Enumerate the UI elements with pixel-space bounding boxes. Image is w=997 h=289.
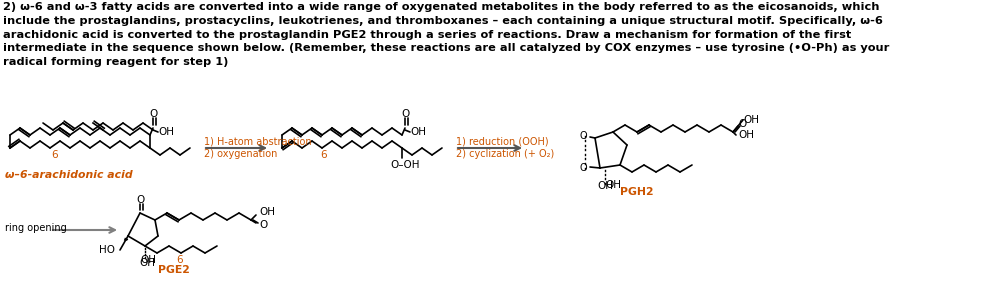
Text: O: O <box>579 131 587 141</box>
Text: arachidonic acid is converted to the prostaglandin PGE2 through a series of reac: arachidonic acid is converted to the pro… <box>3 29 851 40</box>
Text: OH: OH <box>605 180 621 190</box>
Text: 6: 6 <box>52 150 58 160</box>
Text: OH: OH <box>140 255 156 265</box>
Text: 1) reduction (OOH): 1) reduction (OOH) <box>456 136 548 146</box>
Text: 2) cyclization (+ O₂): 2) cyclization (+ O₂) <box>456 149 554 159</box>
Text: ω–6-arachidonic acid: ω–6-arachidonic acid <box>5 170 133 180</box>
Text: OH: OH <box>738 130 754 140</box>
Text: OH: OH <box>259 207 275 217</box>
Text: radical forming reagent for step 1): radical forming reagent for step 1) <box>3 57 228 67</box>
Text: O: O <box>579 163 587 173</box>
Text: 6: 6 <box>176 255 183 265</box>
Text: 6: 6 <box>321 150 327 160</box>
Text: OH: OH <box>139 258 155 268</box>
Text: OH: OH <box>158 127 174 137</box>
Text: ring opening: ring opening <box>5 223 67 233</box>
Text: O: O <box>259 220 267 230</box>
Text: PGE2: PGE2 <box>158 265 189 275</box>
Text: O: O <box>738 119 746 129</box>
Text: intermediate in the sequence shown below. (Remember, these reactions are all cat: intermediate in the sequence shown below… <box>3 43 889 53</box>
Text: HO: HO <box>99 245 115 255</box>
Text: O: O <box>149 109 158 119</box>
Text: O: O <box>401 109 409 119</box>
Text: OH: OH <box>410 127 426 137</box>
Text: include the prostaglandins, prostacyclins, leukotrienes, and thromboxanes – each: include the prostaglandins, prostacyclin… <box>3 16 883 26</box>
Text: 1) H-atom abstraction: 1) H-atom abstraction <box>204 136 312 146</box>
Text: 2) ω-6 and ω-3 fatty acids are converted into a wide range of oxygenated metabol: 2) ω-6 and ω-3 fatty acids are converted… <box>3 2 879 12</box>
Text: PGH2: PGH2 <box>620 187 654 197</box>
Text: OH: OH <box>597 181 613 191</box>
Text: O–OH: O–OH <box>390 160 420 170</box>
Text: 2) oxygenation: 2) oxygenation <box>204 149 277 159</box>
Text: OH: OH <box>743 115 759 125</box>
Text: O: O <box>136 195 145 205</box>
